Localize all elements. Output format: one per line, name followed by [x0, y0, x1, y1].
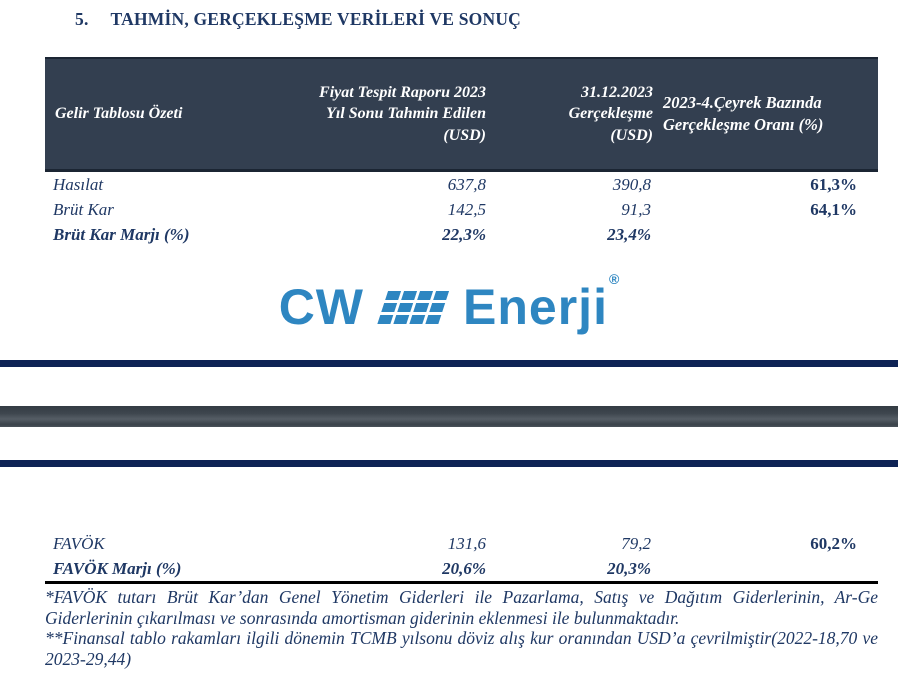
section-heading: 5. TAHMİN, GERÇEKLEŞME VERİLERİ VE SONUÇ: [75, 9, 521, 30]
row-forecast-value: 20,6%: [442, 558, 486, 578]
logo-cw-text: CW: [278, 279, 365, 335]
logo-enerji-text: Enerji®: [463, 272, 619, 335]
row-label: Brüt Kar: [53, 199, 114, 219]
table-row-favok: FAVÖK 131,6 79,2 60,2%: [45, 531, 878, 556]
registered-trademark-icon: ®: [608, 271, 621, 288]
row-actual-value: 23,4%: [607, 224, 651, 244]
divider-bar-navy-bottom: [0, 460, 898, 467]
footnote-favok-definition: *FAVÖK tutarı Brüt Kar’dan Genel Yönetim…: [45, 587, 878, 628]
row-label: FAVÖK: [53, 533, 105, 553]
section-number: 5.: [75, 9, 89, 29]
cw-enerji-logo: CW Enerji®: [278, 272, 620, 335]
header-gerceklesme-orani: 2023-4.Çeyrek Bazında Gerçekleşme Oranı …: [663, 92, 824, 134]
income-table-header: Gelir Tablosu Özeti Fiyat Tespit Raporu …: [45, 57, 878, 172]
row-actual-value: 91,3: [621, 199, 651, 219]
row-forecast-value: 22,3%: [442, 224, 486, 244]
row-label: Hasılat: [53, 174, 104, 194]
table-bottom-rule: [45, 581, 878, 584]
income-table-body: Hasılat 637,8 390,8 61,3% Brüt Kar 142,5…: [45, 172, 878, 247]
row-actual-value: 79,2: [621, 533, 651, 553]
row-label: Brüt Kar Marjı (%): [53, 224, 190, 244]
row-ratio-value: 64,1%: [810, 199, 857, 219]
row-forecast-value: 131,6: [447, 533, 486, 553]
divider-bar-navy-top: [0, 360, 898, 367]
header-gerceklesme: 31.12.2023 Gerçekleşme (USD): [568, 83, 653, 144]
divider-bar-gray: [0, 406, 898, 427]
footnotes: *FAVÖK tutarı Brüt Kar’dan Genel Yönetim…: [45, 587, 878, 669]
row-forecast-value: 637,8: [447, 174, 486, 194]
header-fiyat-tespit-raporu: Fiyat Tespit Raporu 2023 Yıl Sonu Tahmin…: [319, 83, 486, 144]
row-actual-value: 20,3%: [607, 558, 651, 578]
table-row-favok-marji: FAVÖK Marjı (%) 20,6% 20,3%: [45, 556, 878, 581]
table-row-hasilat: Hasılat 637,8 390,8 61,3%: [45, 172, 878, 197]
header-gelir-tablosu-ozeti: Gelir Tablosu Özeti: [55, 105, 183, 123]
row-actual-value: 390,8: [612, 174, 651, 194]
income-table-body-favok: FAVÖK 131,6 79,2 60,2% FAVÖK Marjı (%) 2…: [45, 531, 878, 581]
row-ratio-value: 60,2%: [810, 533, 857, 553]
row-ratio-value: 61,3%: [810, 174, 857, 194]
table-row-brut-kar: Brüt Kar 142,5 91,3 64,1%: [45, 197, 878, 222]
row-forecast-value: 142,5: [447, 199, 486, 219]
logo-enerji-word: Enerji: [463, 279, 608, 335]
table-row-brut-kar-marji: Brüt Kar Marjı (%) 22,3% 23,4%: [45, 222, 878, 247]
row-label: FAVÖK Marjı (%): [53, 558, 182, 578]
solar-panel-icon: [372, 290, 456, 324]
footnote-exchange-rate: **Finansal tablo rakamları ilgili dönemi…: [45, 628, 878, 669]
section-title-text: TAHMİN, GERÇEKLEŞME VERİLERİ VE SONUÇ: [110, 9, 521, 29]
